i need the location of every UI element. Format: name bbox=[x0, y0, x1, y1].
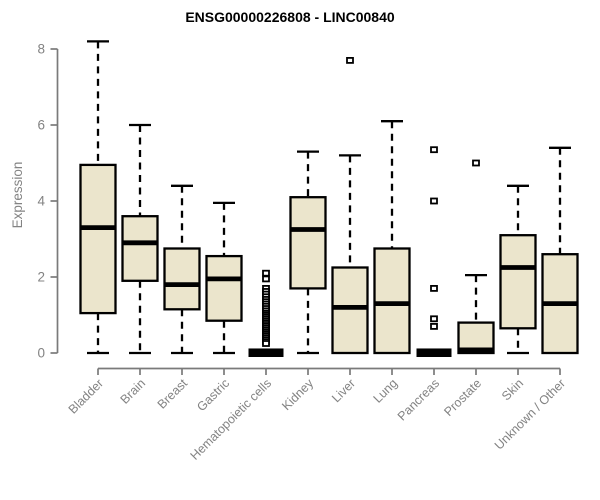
box-hematopoietic-cells bbox=[248, 348, 284, 357]
category-label-unknown-other: Unknown / Other bbox=[492, 376, 568, 452]
category-label-lung: Lung bbox=[371, 376, 401, 406]
box-lung bbox=[373, 247, 411, 355]
category-label-breast: Breast bbox=[155, 376, 191, 412]
y-tick-label: 2 bbox=[37, 270, 45, 285]
outlier-hematopoietic-cells bbox=[262, 275, 270, 283]
outlier-prostate bbox=[472, 159, 480, 167]
y-tick-label: 6 bbox=[37, 118, 45, 133]
category-label-gastric: Gastric bbox=[194, 376, 232, 414]
category-label-prostate: Prostate bbox=[441, 376, 484, 419]
outlier-liver bbox=[346, 57, 354, 64]
outlier-pancreas bbox=[430, 322, 438, 330]
outlier-pancreas bbox=[430, 315, 438, 323]
outlier-pancreas bbox=[430, 197, 438, 205]
box-brain bbox=[121, 215, 159, 282]
box-kidney bbox=[289, 196, 327, 290]
outlier-pancreas bbox=[430, 146, 438, 154]
category-label-skin: Skin bbox=[499, 376, 526, 403]
box-liver bbox=[331, 266, 369, 355]
box-bladder bbox=[79, 163, 117, 315]
y-tick-label: 4 bbox=[37, 194, 45, 209]
box-gastric bbox=[205, 254, 243, 322]
chart-title: ENSG00000226808 - LINC00840 bbox=[185, 9, 395, 25]
category-label-kidney: Kidney bbox=[279, 376, 316, 413]
category-label-pancreas: Pancreas bbox=[395, 376, 442, 423]
category-label-liver: Liver bbox=[329, 376, 358, 405]
category-label-hematopoietic-cells: Hematopoietic cells bbox=[188, 376, 275, 463]
outlier-hematopoietic-cells bbox=[262, 340, 270, 347]
box-breast bbox=[163, 247, 201, 311]
category-label-bladder: Bladder bbox=[66, 376, 106, 416]
y-tick-label: 0 bbox=[37, 346, 45, 361]
box-pancreas bbox=[416, 348, 452, 357]
box-skin bbox=[499, 234, 537, 330]
outlier-hematopoietic-cells bbox=[262, 269, 270, 277]
y-tick-label: 8 bbox=[37, 42, 45, 57]
outlier-pancreas bbox=[430, 284, 438, 292]
category-label-brain: Brain bbox=[118, 376, 149, 407]
